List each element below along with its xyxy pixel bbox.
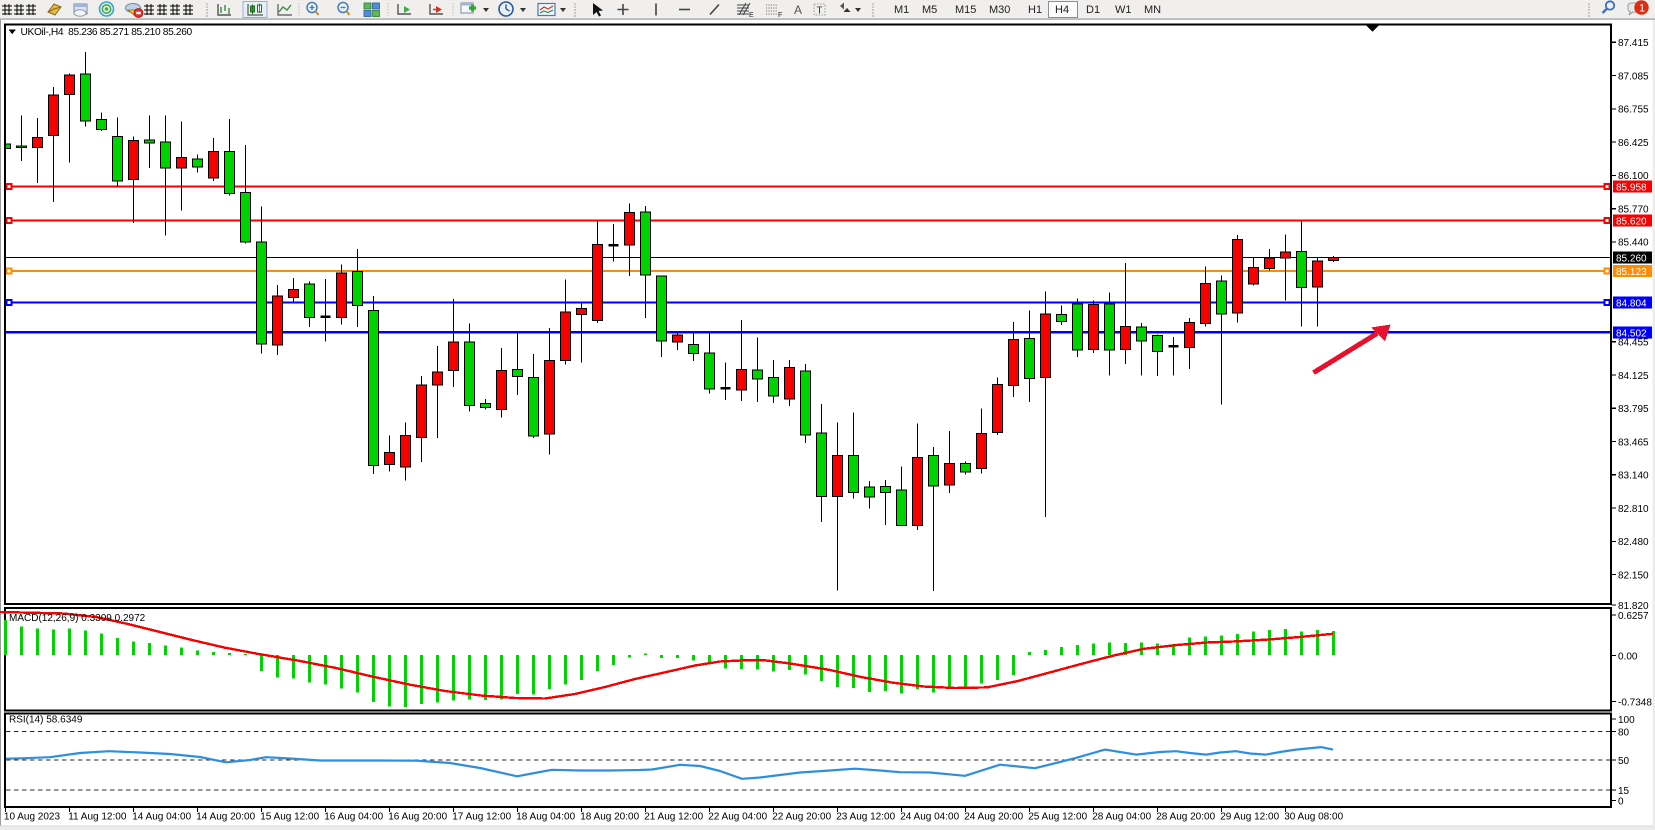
svg-text:86.425: 86.425 <box>1618 138 1649 149</box>
svg-text:30 Aug 08:00: 30 Aug 08:00 <box>1284 812 1343 823</box>
svg-text:14 Aug 20:00: 14 Aug 20:00 <box>196 812 255 823</box>
svg-text:21 Aug 12:00: 21 Aug 12:00 <box>644 812 703 823</box>
svg-text:UKOil-,H4 85.236 85.271 85.21: UKOil-,H4 85.236 85.271 85.210 85.260 <box>21 27 193 38</box>
svg-text:29 Aug 12:00: 29 Aug 12:00 <box>1220 812 1279 823</box>
svg-text:16 Aug 04:00: 16 Aug 04:00 <box>324 812 383 823</box>
svg-text:85.260: 85.260 <box>1616 253 1647 264</box>
svg-text:84.125: 84.125 <box>1618 371 1649 382</box>
svg-text:E: E <box>749 12 754 19</box>
svg-text:11 Aug 12:00: 11 Aug 12:00 <box>68 812 127 823</box>
svg-text:0.6257: 0.6257 <box>1618 611 1649 622</box>
svg-text:85.123: 85.123 <box>1616 267 1647 278</box>
svg-text:0: 0 <box>1618 796 1624 807</box>
svg-text:85.958: 85.958 <box>1616 182 1647 193</box>
svg-text:84.804: 84.804 <box>1616 299 1647 310</box>
svg-text:15: 15 <box>1618 786 1630 797</box>
svg-text:22 Aug 04:00: 22 Aug 04:00 <box>708 812 767 823</box>
svg-text:86.755: 86.755 <box>1618 105 1649 116</box>
svg-text:15 Aug 12:00: 15 Aug 12:00 <box>260 812 319 823</box>
svg-text:28 Aug 20:00: 28 Aug 20:00 <box>1156 812 1215 823</box>
svg-text:0.00: 0.00 <box>1618 651 1638 662</box>
svg-text:84.455: 84.455 <box>1618 338 1649 349</box>
svg-text:80: 80 <box>1618 727 1630 738</box>
svg-text:100: 100 <box>1618 715 1635 726</box>
svg-text:1: 1 <box>1639 3 1645 15</box>
svg-text:25 Aug 12:00: 25 Aug 12:00 <box>1028 812 1087 823</box>
svg-text:18 Aug 20:00: 18 Aug 20:00 <box>580 812 639 823</box>
svg-text:83.795: 83.795 <box>1618 404 1649 415</box>
svg-text:14 Aug 04:00: 14 Aug 04:00 <box>132 812 191 823</box>
svg-text:87.415: 87.415 <box>1618 38 1649 49</box>
svg-text:50: 50 <box>1618 756 1630 767</box>
svg-text:-0.7348: -0.7348 <box>1618 697 1652 708</box>
svg-text:T: T <box>817 6 823 17</box>
svg-text:83.140: 83.140 <box>1618 471 1649 482</box>
svg-text:82.150: 82.150 <box>1618 570 1649 581</box>
svg-text:22 Aug 20:00: 22 Aug 20:00 <box>772 812 831 823</box>
svg-text:82.480: 82.480 <box>1618 537 1649 548</box>
svg-text:18 Aug 04:00: 18 Aug 04:00 <box>516 812 575 823</box>
svg-text:F: F <box>778 12 782 19</box>
svg-text:16 Aug 20:00: 16 Aug 20:00 <box>388 812 447 823</box>
svg-text:A: A <box>794 3 802 17</box>
svg-text:24 Aug 20:00: 24 Aug 20:00 <box>964 812 1023 823</box>
svg-text:28 Aug 04:00: 28 Aug 04:00 <box>1092 812 1151 823</box>
svg-text:85.770: 85.770 <box>1618 205 1649 216</box>
svg-text:82.810: 82.810 <box>1618 504 1649 515</box>
svg-text:17 Aug 12:00: 17 Aug 12:00 <box>452 812 511 823</box>
svg-text:RSI(14) 58.6349: RSI(14) 58.6349 <box>9 715 83 726</box>
svg-text:84.502: 84.502 <box>1616 328 1647 339</box>
svg-text:83.465: 83.465 <box>1618 437 1649 448</box>
svg-text:10 Aug 2023: 10 Aug 2023 <box>4 812 61 823</box>
svg-text:87.085: 87.085 <box>1618 71 1649 82</box>
svg-text:85.440: 85.440 <box>1618 238 1649 249</box>
svg-text:85.620: 85.620 <box>1616 217 1647 228</box>
svg-text:MACD(12,26,9) 0.3309 0.2972: MACD(12,26,9) 0.3309 0.2972 <box>9 613 146 624</box>
svg-text:23 Aug 12:00: 23 Aug 12:00 <box>836 812 895 823</box>
svg-text:81.820: 81.820 <box>1618 601 1649 612</box>
svg-text:24 Aug 04:00: 24 Aug 04:00 <box>900 812 959 823</box>
svg-text:86.100: 86.100 <box>1618 171 1649 182</box>
